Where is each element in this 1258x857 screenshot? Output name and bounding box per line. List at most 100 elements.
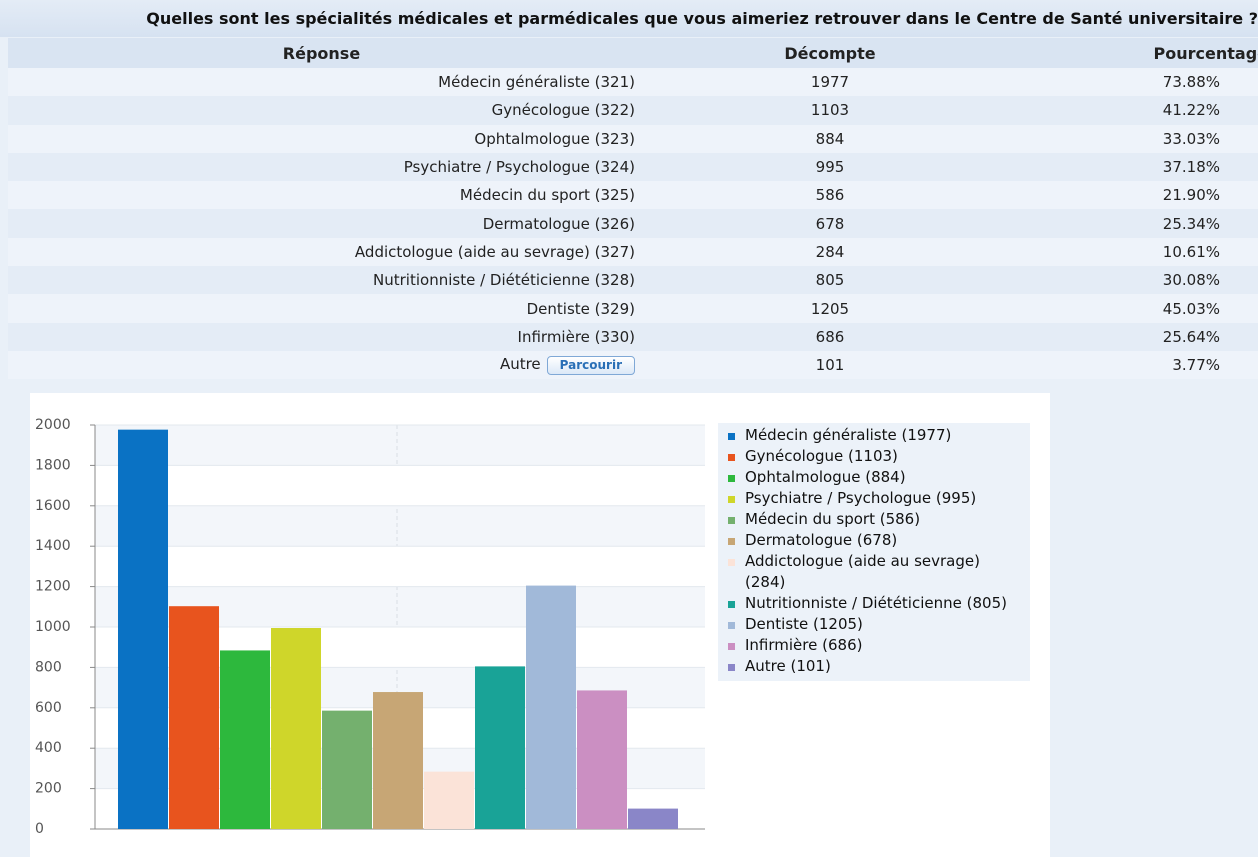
legend-label: Infirmière (686): [745, 636, 863, 654]
legend-swatch: [728, 454, 735, 461]
cell-text: 3.77%: [1172, 356, 1220, 375]
cell-text: Dermatologue (326): [482, 214, 635, 233]
legend-item: Infirmière (686): [724, 635, 1024, 656]
cell-text: 73.88%: [1162, 73, 1220, 92]
table-cell: 3.77%: [1025, 350, 1258, 380]
bar: [526, 585, 576, 829]
table-cell: Dentiste (329): [8, 294, 635, 323]
bar: [577, 690, 627, 829]
table-cell: Infirmière (330): [8, 322, 635, 351]
legend-item: Dentiste (1205): [724, 614, 1024, 635]
column-header: Pourcentage: [1025, 38, 1258, 68]
legend-swatch: [728, 643, 735, 650]
cell-text: 805: [815, 271, 845, 290]
cell-text: 284: [815, 242, 845, 261]
legend-item: Médecin généraliste (1977): [724, 425, 1024, 446]
table-cell: Dermatologue (326): [8, 209, 635, 238]
cell-text: 45.03%: [1162, 299, 1220, 318]
legend-label: Addictologue (aide au sevrage) (284): [745, 552, 980, 591]
y-tick-label: 0: [35, 821, 44, 837]
table-cell: Gynécologue (322): [8, 96, 635, 125]
cell-text: 884: [815, 129, 845, 148]
cell-text: 101: [815, 356, 845, 375]
table-cell: 678: [635, 209, 1025, 238]
table-cell: Autre Parcourir: [8, 350, 635, 380]
bar: [322, 710, 372, 829]
y-tick-label: 400: [35, 740, 62, 756]
legend-swatch: [728, 664, 735, 671]
grid-band: [95, 465, 705, 506]
y-tick-label: 1400: [35, 538, 71, 554]
table-row: Psychiatre / Psychologue (324) 995 37.18%: [8, 152, 1258, 182]
bar: [424, 771, 474, 829]
table-row: Gynécologue (322) 1103 41.22%: [8, 96, 1258, 125]
table-cell: 1103: [635, 96, 1025, 125]
bar: [220, 650, 270, 829]
table-cell: 1205: [635, 294, 1025, 323]
legend-item: Psychiatre / Psychologue (995): [724, 488, 1024, 509]
cell-text: Ophtalmologue (323): [474, 129, 635, 148]
cell-text: 1977: [810, 73, 850, 92]
cell-text: 10.61%: [1162, 242, 1220, 261]
legend-swatch: [728, 496, 735, 503]
cell-text: Psychiatre / Psychologue (324): [403, 158, 635, 177]
cell-text: Addictologue (aide au sevrage) (327): [354, 242, 635, 261]
cell-text: 30.08%: [1162, 271, 1220, 290]
cell-text: 586: [815, 186, 845, 205]
table-cell: 45.03%: [1025, 294, 1258, 323]
table-cell: 884: [635, 124, 1025, 153]
table-row: Médecin du sport (325) 586 21.90%: [8, 181, 1258, 210]
legend-swatch: [728, 517, 735, 524]
table-cell: 37.18%: [1025, 152, 1258, 182]
legend-item: Addictologue (aide au sevrage) (284): [724, 551, 1024, 593]
cell-text: 21.90%: [1162, 186, 1220, 205]
legend-item: Médecin du sport (586): [724, 509, 1024, 530]
table-cell: 101: [635, 350, 1025, 380]
cell-text: 41.22%: [1162, 101, 1220, 120]
cell-text: 25.64%: [1162, 327, 1220, 346]
cell-text: 686: [815, 327, 845, 346]
legend-swatch: [728, 433, 735, 440]
table-cell: 25.64%: [1025, 322, 1258, 351]
table-row: Dentiste (329) 1205 45.03%: [8, 294, 1258, 323]
y-tick-label: 1800: [35, 457, 71, 473]
bar: [169, 606, 219, 829]
y-tick-label: 800: [35, 659, 62, 675]
cell-text: Dentiste (329): [526, 299, 635, 318]
legend-label: Dentiste (1205): [745, 615, 863, 633]
cell-text: 678: [815, 214, 845, 233]
table-cell: 686: [635, 322, 1025, 351]
table-cell: 805: [635, 266, 1025, 295]
table-cell: 41.22%: [1025, 96, 1258, 125]
cell-text: Médecin du sport (325): [459, 186, 635, 205]
cell-text: 37.18%: [1162, 158, 1220, 177]
results-table: Réponse Décompte Pourcentage Médecin gén…: [8, 38, 1258, 380]
bar: [373, 692, 423, 829]
legend-label: Médecin du sport (586): [745, 510, 921, 528]
legend-swatch: [728, 559, 735, 566]
table-cell: Médecin du sport (325): [8, 181, 635, 210]
legend-label: Médecin généraliste (1977): [745, 426, 952, 444]
browse-button[interactable]: Parcourir: [546, 356, 635, 376]
legend-swatch: [728, 475, 735, 482]
legend-item: Nutritionniste / Diététicienne (805): [724, 593, 1024, 614]
question-title: Quelles sont les spécialités médicales e…: [0, 0, 1258, 37]
table-cell: Psychiatre / Psychologue (324): [8, 152, 635, 182]
cell-text: 995: [815, 158, 845, 177]
legend: Médecin généraliste (1977) Gynécologue (1…: [718, 423, 1030, 681]
cell-text: Autre: [499, 355, 541, 374]
column-header: Réponse: [8, 38, 635, 68]
cell-text: Nutritionniste / Diététicienne (328): [373, 271, 635, 290]
table-row: Ophtalmologue (323) 884 33.03%: [8, 124, 1258, 153]
table-row: Autre Parcourir 101 3.77%: [8, 350, 1258, 380]
table-cell: 25.34%: [1025, 209, 1258, 238]
y-tick-label: 600: [35, 700, 62, 716]
header-row: Réponse Décompte Pourcentage: [8, 38, 1258, 68]
table-row: Médecin généraliste (321) 1977 73.88%: [8, 68, 1258, 97]
legend-label: Ophtalmologue (884): [745, 468, 906, 486]
table-cell: 33.03%: [1025, 124, 1258, 153]
legend-label: Dermatologue (678): [745, 531, 898, 549]
cell-text: 1205: [810, 299, 850, 318]
legend-item: Dermatologue (678): [724, 530, 1024, 551]
